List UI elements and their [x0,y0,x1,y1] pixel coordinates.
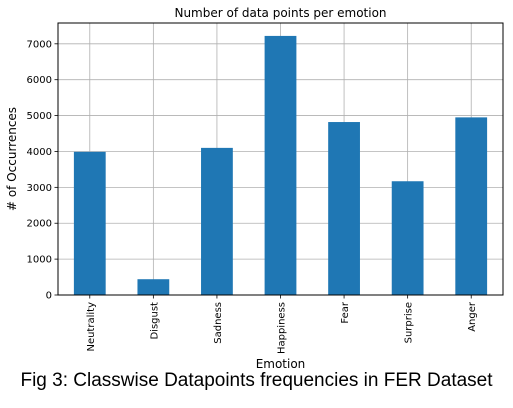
x-tick-label: Neutrality [86,302,97,352]
chart-title: Number of data points per emotion [174,6,386,20]
y-tick-label: 2000 [27,219,52,230]
bar-surprise [391,181,424,295]
bar-fear [328,122,360,295]
x-tick-label: Surprise [404,302,415,343]
x-tick-label: Happiness [277,302,288,354]
bar-happiness [264,35,297,295]
bar-disgust [137,279,170,295]
y-tick-label: 7000 [27,39,52,50]
bar-anger [455,117,488,296]
y-tick-label: 4000 [27,147,52,158]
y-tick-label: 6000 [27,75,52,86]
x-tick-label: Anger [467,301,478,332]
x-axis-ticks: Neutrality Disgust Sadness Happiness Fear Sur… [86,295,478,354]
y-tick-label: 5000 [27,111,52,122]
x-tick-label: Disgust [149,302,160,340]
bar-chart: 0 1000 2000 3000 4000 5000 6000 7000 Neutrality… [5,6,504,370]
x-axis-label: Emotion [256,357,306,370]
y-tick-label: 3000 [27,183,52,194]
bars [73,35,488,296]
y-axis-ticks: 0 1000 2000 3000 4000 5000 6000 7000 [27,39,58,302]
y-tick-label: 1000 [27,255,52,266]
y-axis-label: # of Occurrences [5,107,19,211]
y-tick-label: 0 [46,291,52,302]
x-tick-label: Fear [340,301,351,323]
bar-sadness [201,147,233,295]
bar-neutrality [73,151,106,295]
x-tick-label: Sadness [213,302,224,344]
figure-caption: Fig 3: Classwise Datapoints frequencies … [20,370,493,391]
